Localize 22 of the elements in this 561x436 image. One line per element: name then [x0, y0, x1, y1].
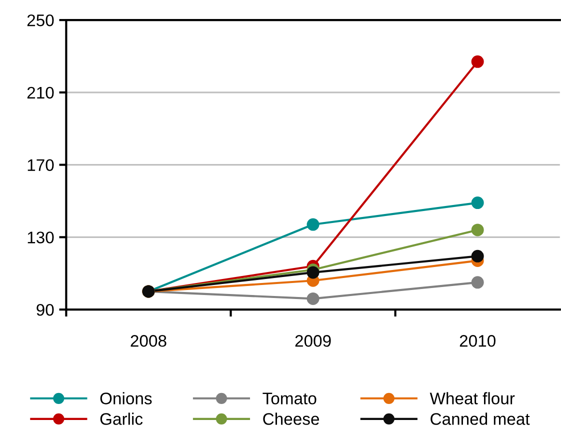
- x-tick-label: 2009: [295, 335, 331, 347]
- legend-label: Canned meat: [430, 412, 530, 425]
- point: [306, 292, 320, 305]
- x-tick-label: 2008: [130, 335, 166, 347]
- legend-label: Tomato: [262, 392, 316, 404]
- y-tick-label: 170: [28, 159, 54, 172]
- legend-label: Wheat flour: [430, 392, 515, 404]
- point: [471, 250, 484, 262]
- point: [306, 266, 320, 279]
- legend-label: Cheese: [263, 412, 320, 425]
- y-tick-label: 250: [27, 14, 54, 26]
- point: [471, 224, 484, 236]
- legend-label: Garlic: [100, 412, 143, 425]
- x-tick-label: 2010: [460, 335, 496, 347]
- y-tick-label: 210: [27, 86, 54, 99]
- point: [471, 55, 484, 68]
- point: [471, 276, 484, 289]
- y-tick-label: 130: [28, 232, 54, 244]
- y-tick-label: 90: [36, 304, 54, 316]
- point: [471, 196, 484, 210]
- legend-label: Onions: [100, 392, 152, 404]
- point: [306, 218, 320, 231]
